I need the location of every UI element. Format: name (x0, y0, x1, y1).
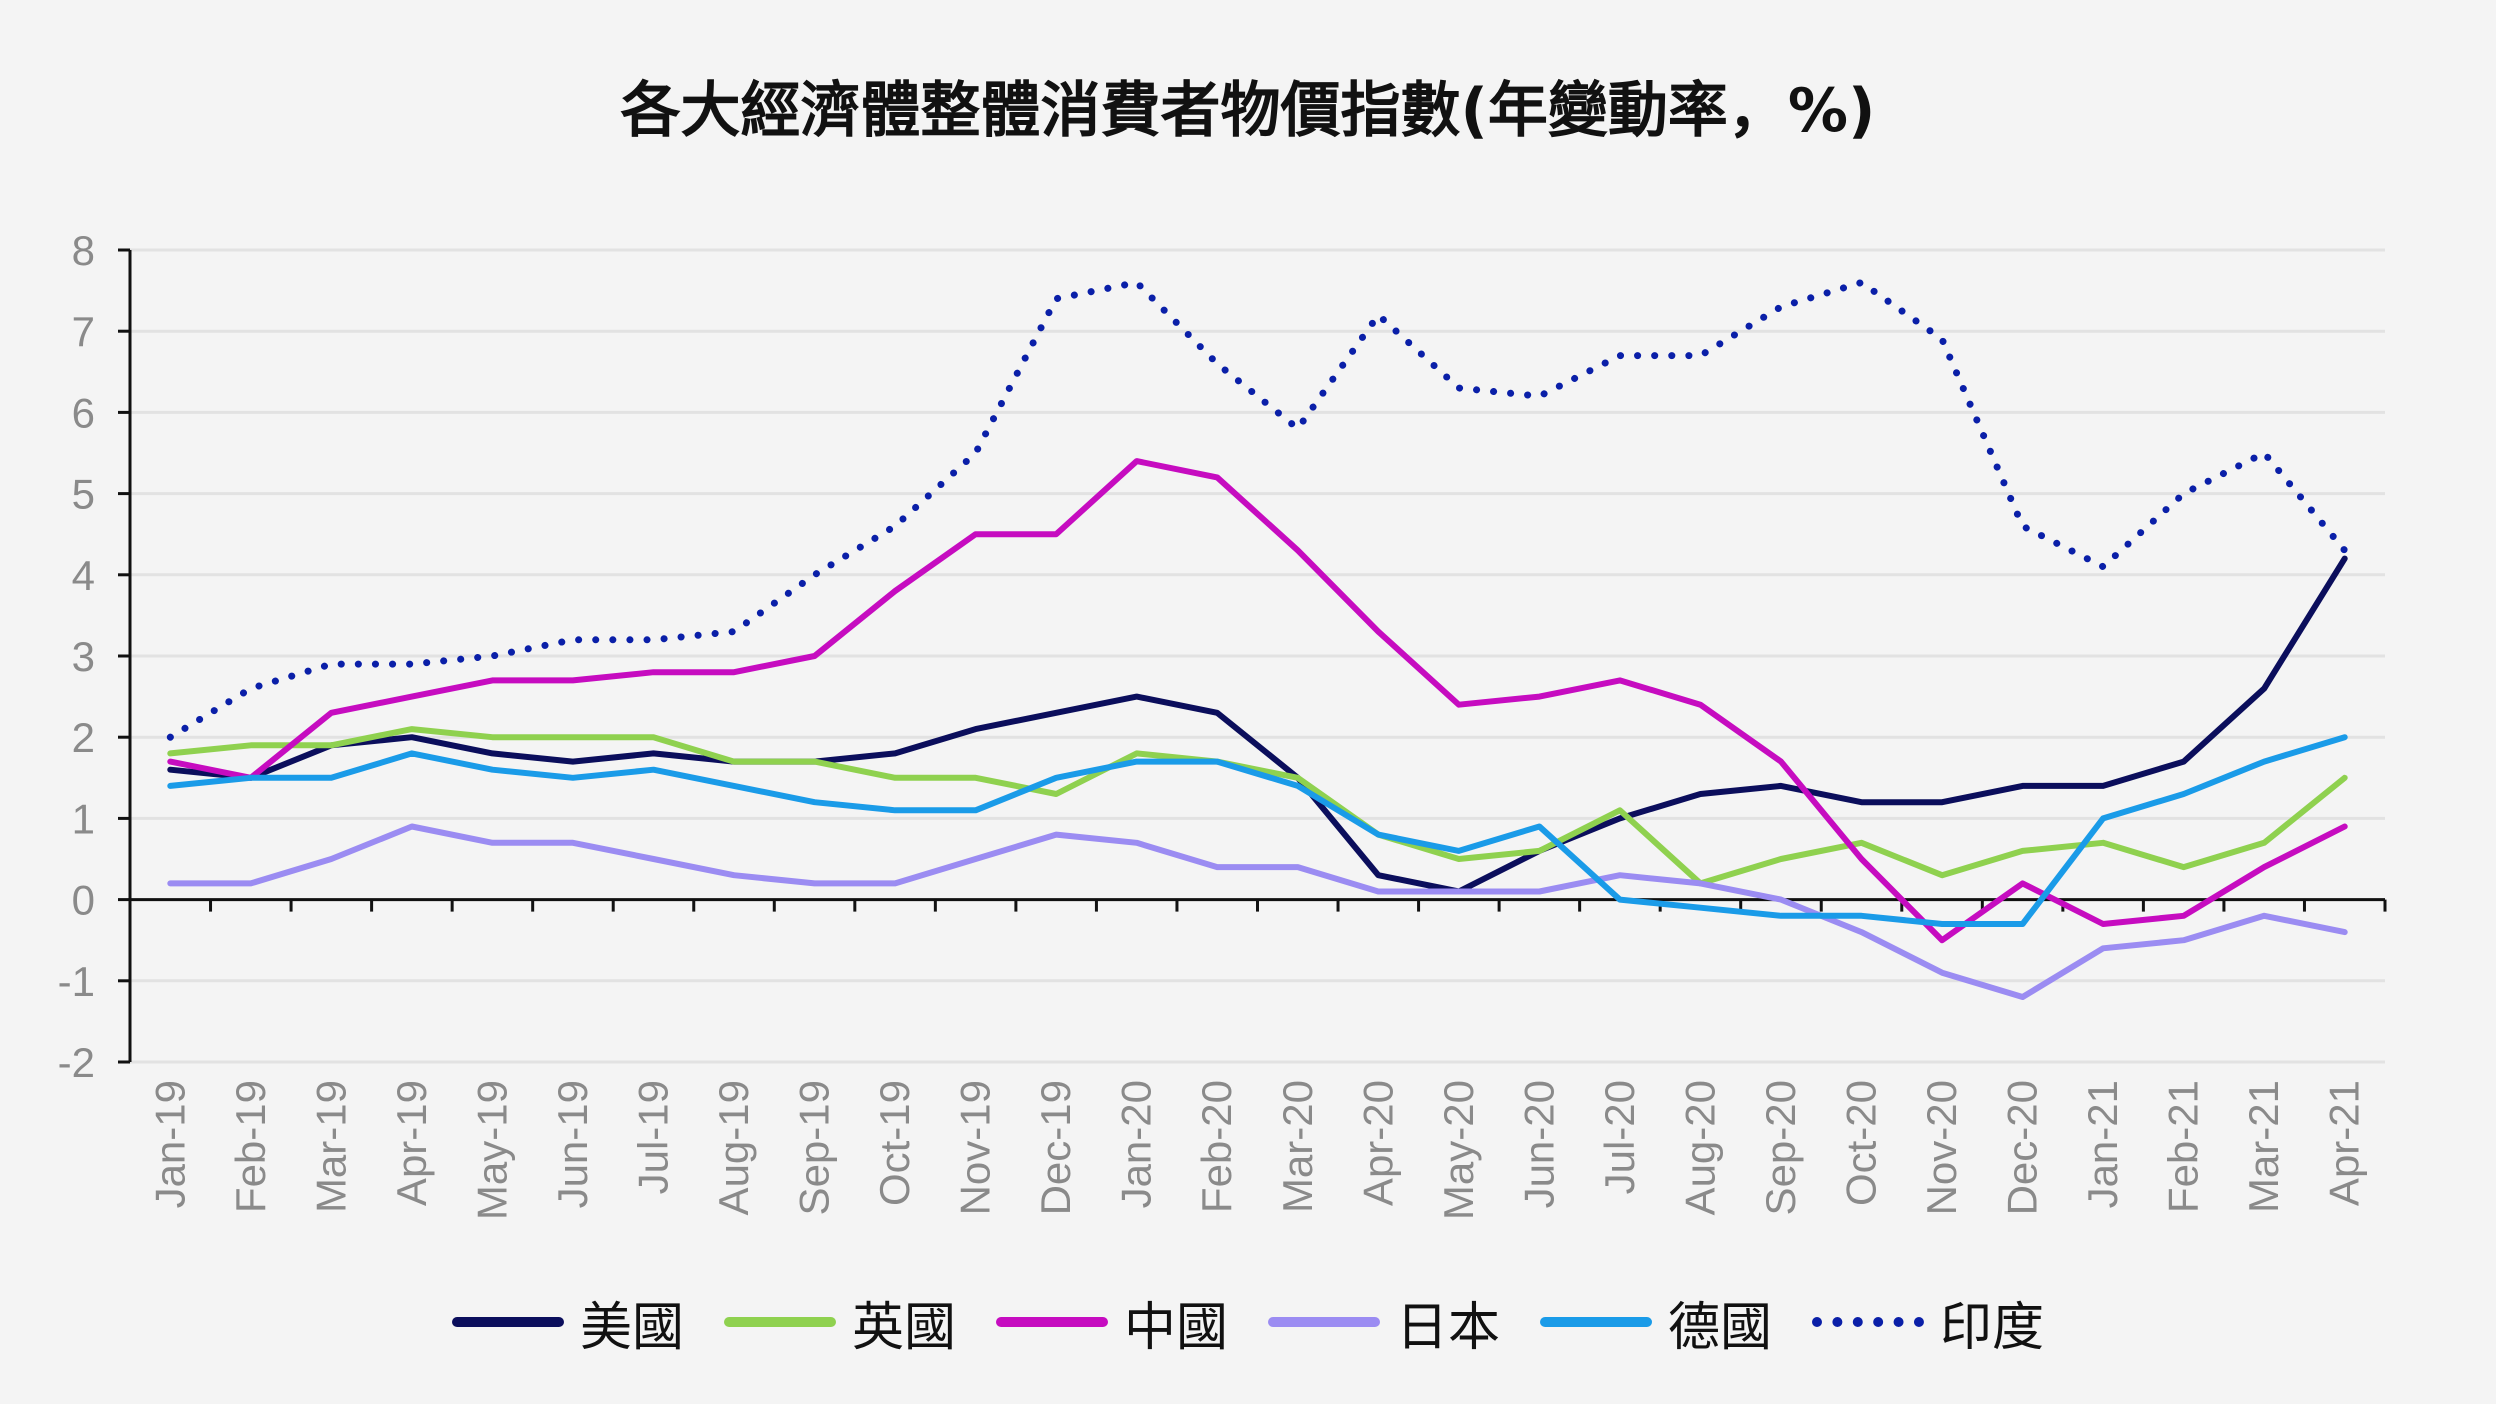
x-tick-label: Apr-20 (1354, 1080, 1401, 1206)
legend-swatch (1540, 1317, 1653, 1327)
legend-swatch (1268, 1317, 1380, 1327)
legend-label: 印度 (1940, 1297, 2045, 1358)
series-line-印度 (166, 279, 2349, 741)
legend-label: 英國 (851, 1297, 956, 1358)
series-lines (166, 279, 2349, 1000)
series-line-中國 (167, 458, 2348, 944)
y-tick-label: -2 (58, 1039, 95, 1086)
legend-swatch (723, 1317, 836, 1327)
legend-swatch (451, 1317, 564, 1327)
y-tick-label: 4 (72, 552, 95, 599)
x-tick-label: Dec-19 (1032, 1080, 1079, 1215)
series-line-日本 (167, 823, 2348, 1000)
x-tick-label: May-20 (1435, 1080, 1482, 1220)
legend-item: 美國 (451, 1285, 684, 1360)
chart-title: 各大經濟體整體消費者物價指數(年變動率，%) (620, 76, 1876, 146)
y-tick-label: 8 (72, 227, 95, 274)
y-tick-label: 3 (72, 633, 95, 680)
legend-label: 中國 (1123, 1297, 1228, 1358)
x-tick-label: Dec-20 (1999, 1080, 2046, 1215)
x-tick-label: Oct-20 (1838, 1080, 1885, 1206)
x-tick-label: Jul-19 (629, 1080, 676, 1194)
x-tick-label: Mar-20 (1274, 1080, 1321, 1213)
legend-label: 德國 (1668, 1297, 1773, 1358)
gridlines (130, 248, 2385, 1064)
x-tick-label: Jun-20 (1515, 1080, 1562, 1208)
legend-item: 中國 (995, 1285, 1228, 1360)
axes (118, 248, 2387, 1064)
series-line-美國 (167, 555, 2348, 895)
legend-label: 日本 (1396, 1297, 1501, 1358)
legend: 美國 英國 中國 日本 德國 印度 (0, 1282, 2496, 1362)
x-tick-label: May-19 (468, 1080, 515, 1220)
x-tick-label: Feb-20 (1193, 1080, 1240, 1213)
legend-label: 美國 (579, 1297, 684, 1358)
y-tick-label: 7 (72, 308, 95, 355)
legend-item: 德國 (1540, 1285, 1772, 1360)
x-tick-label: Feb-19 (227, 1080, 274, 1213)
series-line-德國 (167, 734, 2348, 927)
x-tick-label: Jul-20 (1596, 1080, 1643, 1194)
y-tick-labels: 8 7 6 5 4 3 2 1 0 -1 -2 (58, 227, 95, 1086)
x-tick-label: Mar-19 (307, 1080, 354, 1213)
y-tick-label: 1 (72, 795, 95, 842)
x-tick-label: Sep-20 (1757, 1080, 1804, 1215)
x-tick-label: Jan-19 (146, 1080, 193, 1208)
legend-swatch (1812, 1317, 1925, 1327)
x-tick-label: Jun-19 (549, 1080, 596, 1208)
x-tick-label: Nov-20 (1918, 1080, 1965, 1215)
x-tick-label: Aug-19 (710, 1080, 757, 1215)
y-tick-label: 6 (72, 389, 95, 436)
legend-swatch (995, 1317, 1108, 1327)
x-tick-label: Nov-19 (952, 1080, 999, 1215)
x-tick-label: Jan-20 (1113, 1080, 1160, 1208)
series-line-英國 (167, 726, 2348, 887)
legend-item: 英國 (723, 1285, 956, 1360)
x-tick-label: Sep-19 (791, 1080, 838, 1215)
x-tick-labels: Jan-19 Feb-19 Mar-19 Apr-19 May-19 Jun-19 Jul-… (146, 1080, 2367, 1220)
legend-item: 印度 (1812, 1285, 2044, 1360)
x-tick-label: Oct-19 (871, 1080, 918, 1206)
x-tick-label: Aug-20 (1676, 1080, 1723, 1215)
x-tick-label: Feb-21 (2160, 1080, 2207, 1213)
x-tick-label: Apr-21 (2321, 1080, 2368, 1206)
legend-item: 日本 (1268, 1285, 1500, 1360)
x-tick-label: Jan-21 (2079, 1080, 2126, 1208)
x-tick-label: Apr-19 (388, 1080, 435, 1206)
y-tick-label: 5 (72, 471, 95, 518)
y-tick-label: -1 (58, 958, 95, 1005)
y-tick-label: 2 (72, 714, 95, 761)
y-tick-label: 0 (72, 877, 95, 924)
x-tick-label: Mar-21 (2240, 1080, 2287, 1213)
